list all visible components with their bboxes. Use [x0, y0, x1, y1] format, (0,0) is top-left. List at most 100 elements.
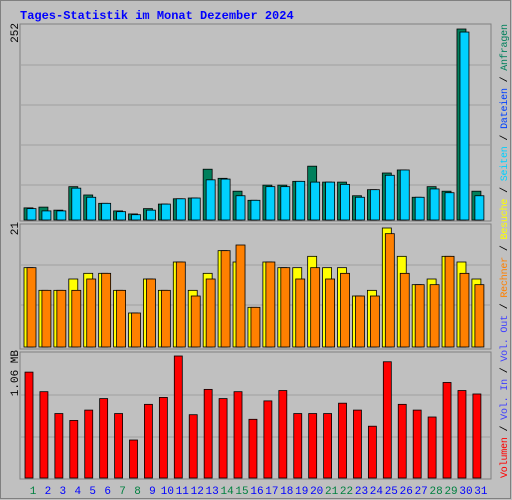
bar	[278, 390, 288, 479]
bar	[295, 180, 306, 221]
y-tick-label: 1.06 MB	[10, 350, 22, 397]
bar	[235, 195, 246, 221]
bar	[220, 250, 231, 348]
bar	[280, 267, 291, 348]
bar	[355, 196, 365, 221]
legend-entry: Vol. Out	[499, 315, 511, 362]
legend-separator: /	[499, 420, 511, 438]
bar	[233, 391, 243, 479]
legend-entry: Volumen	[499, 437, 511, 478]
bar	[325, 181, 336, 221]
x-tick-label: 30	[459, 486, 472, 498]
bar	[69, 420, 79, 479]
bar	[160, 203, 171, 221]
bar	[472, 393, 482, 479]
bar	[146, 278, 156, 348]
bar	[474, 195, 485, 221]
bar	[71, 187, 82, 221]
bar	[39, 391, 49, 479]
bar	[56, 210, 67, 221]
x-tick-label: 17	[265, 486, 278, 498]
bar	[384, 233, 395, 348]
x-tick-label: 1	[30, 486, 37, 498]
x-tick-label: 10	[161, 486, 174, 498]
bar	[427, 416, 437, 479]
legend-separator: /	[499, 129, 511, 147]
bar	[235, 244, 246, 348]
bar	[114, 413, 123, 479]
bar	[399, 169, 410, 221]
x-tick-label: 12	[191, 486, 204, 498]
bar	[131, 312, 141, 348]
bar	[86, 196, 97, 221]
bar	[190, 197, 201, 221]
bar	[160, 289, 171, 348]
bar	[158, 397, 168, 479]
x-tick-label: 13	[206, 486, 219, 498]
bar	[340, 183, 350, 221]
bar	[203, 388, 213, 479]
bar	[293, 413, 303, 479]
bar	[414, 196, 425, 221]
bar	[442, 382, 452, 479]
bar	[310, 181, 321, 221]
bar	[265, 186, 276, 221]
bar	[41, 210, 52, 221]
x-tick-label: 15	[235, 486, 248, 498]
x-tick-label: 6	[104, 486, 111, 498]
bar	[474, 284, 485, 348]
x-tick-label: 21	[325, 486, 339, 498]
bar	[26, 208, 37, 221]
x-tick-label: 25	[385, 486, 398, 498]
x-tick-label: 19	[295, 486, 308, 498]
bar	[101, 202, 112, 221]
bar	[146, 209, 156, 221]
bar	[429, 188, 440, 221]
bar	[444, 255, 455, 348]
bar	[353, 409, 362, 479]
x-tick-label: 11	[176, 486, 190, 498]
bar	[355, 295, 365, 348]
legend: Volumen / Vol. In / Vol. Out / Rechner /…	[499, 24, 511, 478]
bar	[250, 306, 261, 348]
bar	[129, 439, 138, 479]
bar	[205, 179, 216, 221]
bar	[56, 289, 67, 348]
bar	[369, 295, 380, 348]
bar	[459, 272, 470, 348]
x-tick-label: 7	[119, 486, 126, 498]
legend-entry: Anfragen	[499, 24, 511, 71]
bar	[131, 214, 141, 221]
bar	[397, 403, 407, 479]
bar	[116, 211, 126, 221]
bar	[399, 272, 410, 348]
legend-entry: Rechner	[499, 257, 511, 298]
legend-separator: /	[499, 297, 511, 315]
legend-separator: /	[499, 361, 511, 379]
y-tick-label: 252	[10, 23, 22, 43]
bar	[188, 414, 198, 479]
bar	[218, 398, 228, 479]
bar	[459, 31, 470, 221]
bar	[265, 261, 276, 348]
x-tick-label: 22	[340, 486, 353, 498]
bar	[323, 413, 333, 479]
bar	[263, 400, 273, 479]
panel	[19, 23, 492, 222]
bar	[457, 390, 467, 479]
x-tick-label: 16	[250, 486, 263, 498]
bar	[295, 278, 306, 348]
bar	[338, 402, 347, 479]
x-tick-label: 23	[355, 486, 368, 498]
bar	[369, 189, 380, 221]
x-tick-label: 14	[220, 486, 234, 498]
bar	[382, 361, 392, 479]
x-tick-label: 9	[149, 486, 156, 498]
bar	[414, 284, 425, 348]
x-tick-label: 26	[400, 486, 413, 498]
x-tick-label: 24	[370, 486, 384, 498]
bar	[310, 267, 321, 348]
x-tick-label: 27	[415, 486, 428, 498]
legend-separator: /	[499, 71, 511, 89]
